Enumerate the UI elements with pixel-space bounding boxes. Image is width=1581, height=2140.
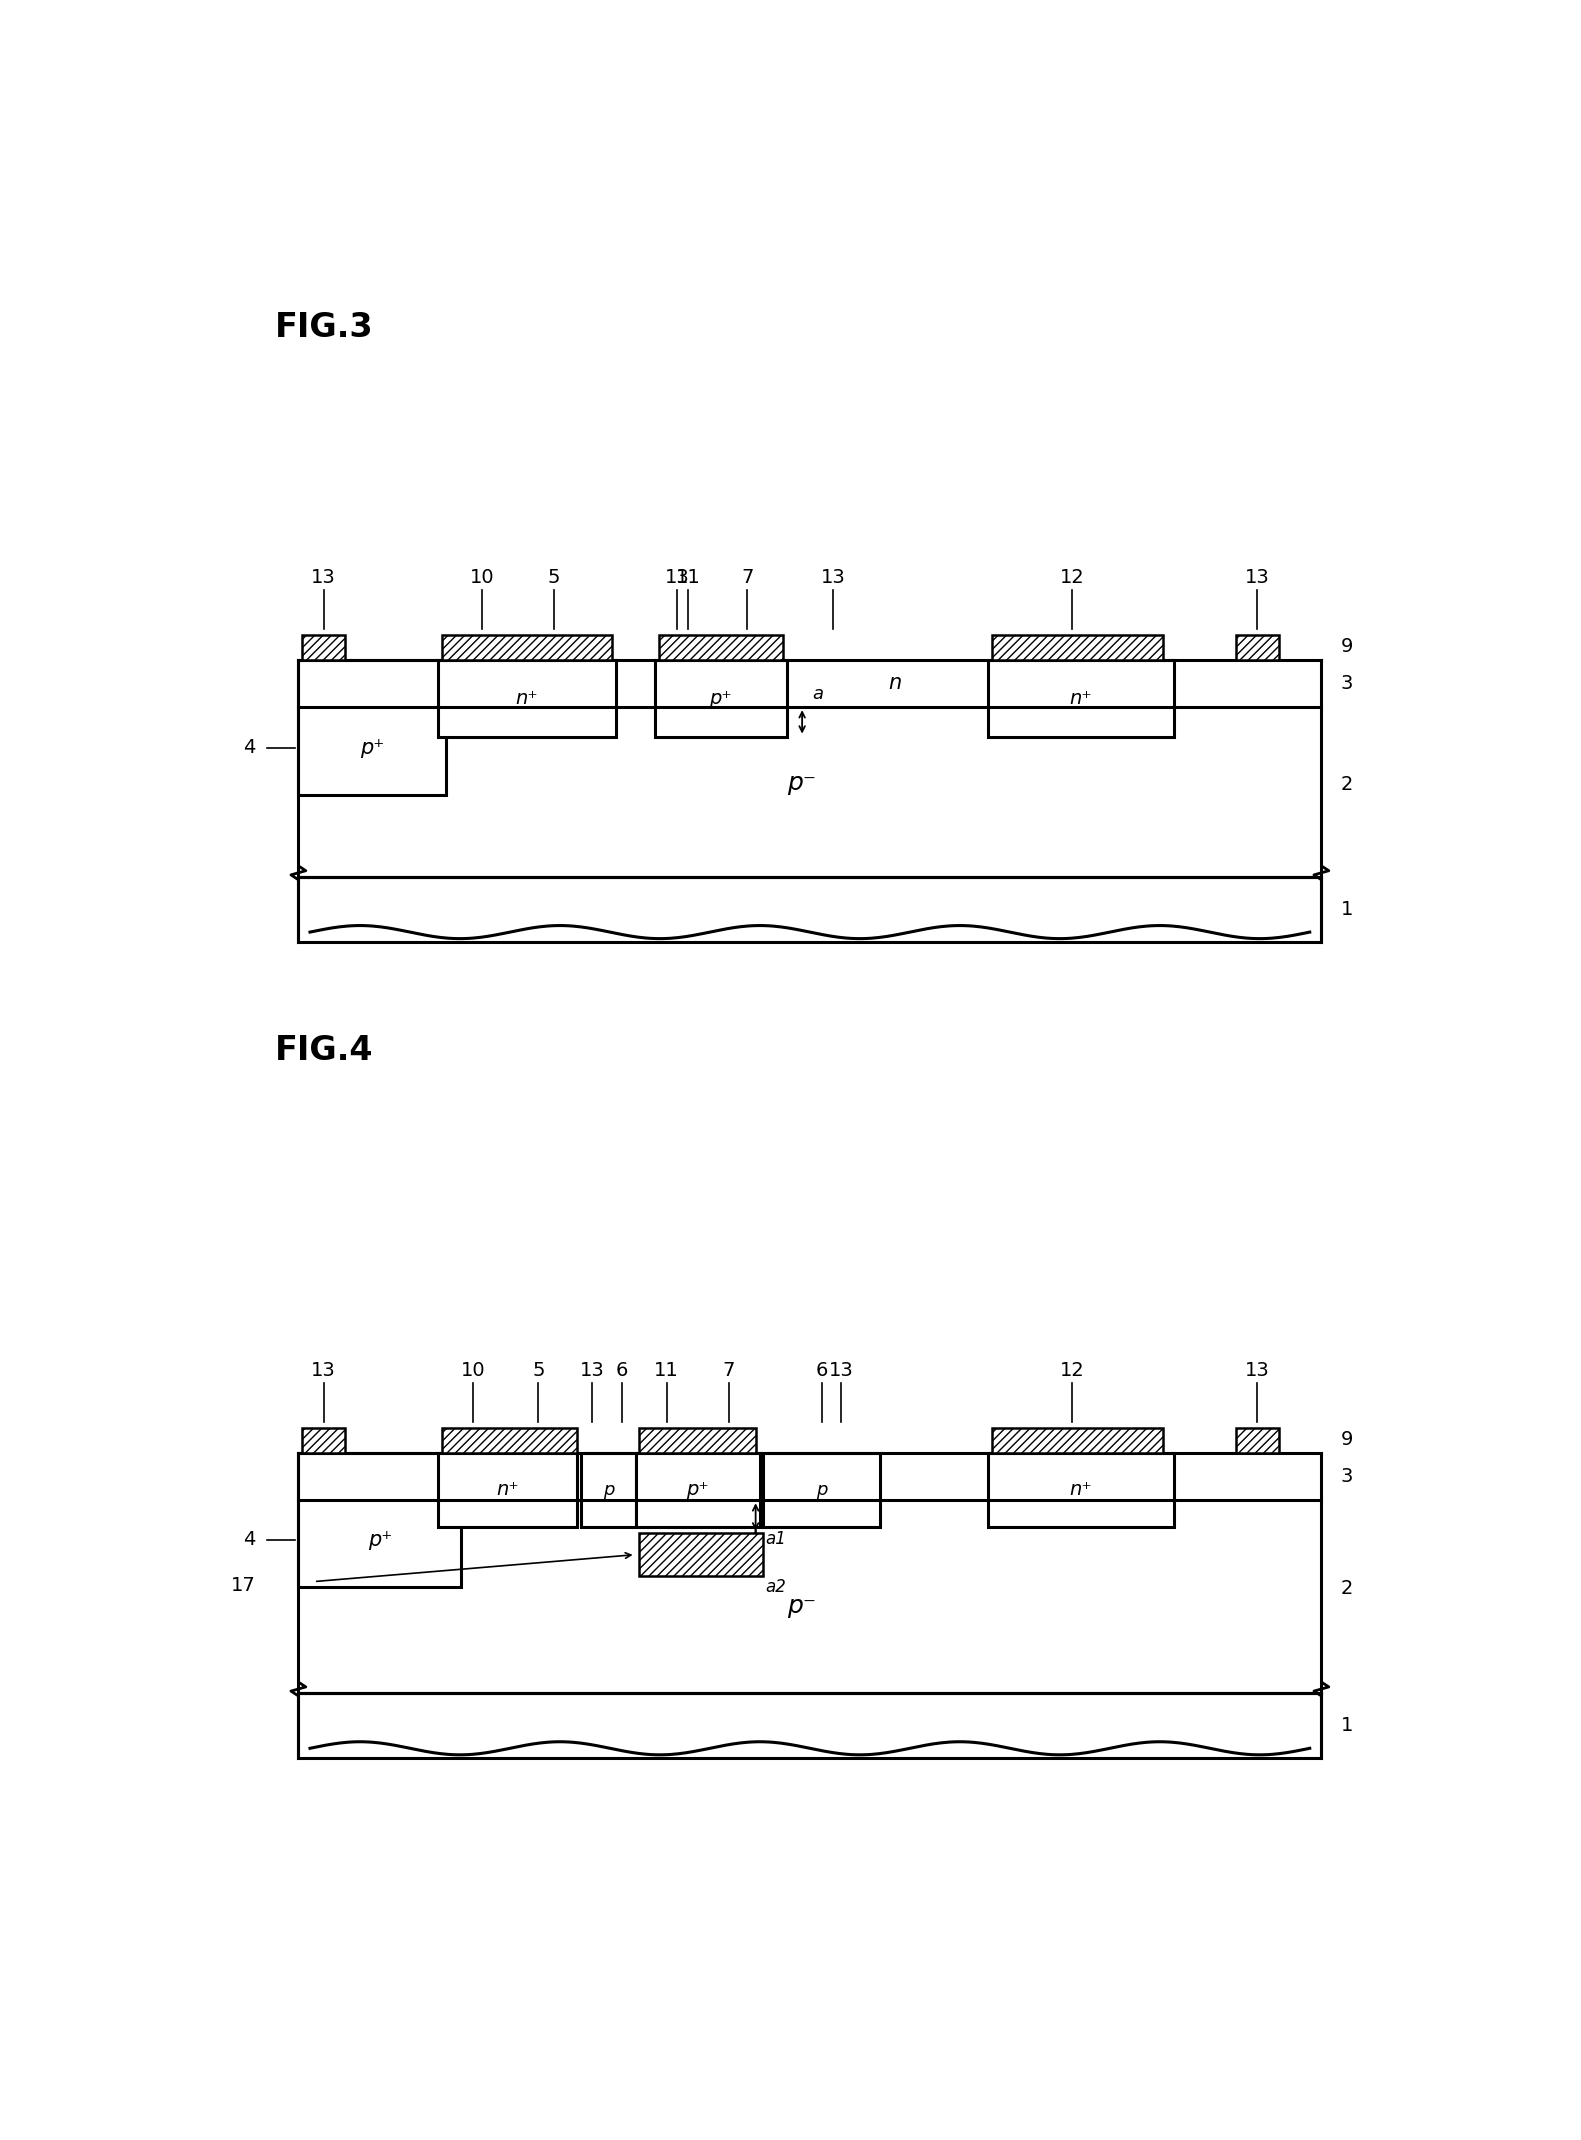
Text: 13: 13: [1246, 1361, 1270, 1380]
Bar: [582, 1453, 636, 1528]
Bar: [991, 1427, 1162, 1453]
Text: 5: 5: [547, 567, 560, 586]
Text: 13: 13: [828, 1361, 854, 1380]
Bar: [1236, 636, 1279, 659]
Text: n⁺: n⁺: [1070, 689, 1092, 708]
Text: p⁺: p⁺: [360, 738, 384, 758]
Text: n⁺: n⁺: [496, 1481, 519, 1500]
Text: a: a: [813, 685, 824, 704]
Bar: [299, 1453, 462, 1588]
Bar: [441, 1427, 577, 1453]
Bar: [639, 1534, 764, 1575]
Text: a1: a1: [765, 1530, 786, 1547]
Text: 13: 13: [580, 1361, 604, 1380]
Text: 13: 13: [821, 567, 846, 586]
Text: n: n: [889, 674, 901, 693]
Text: 6: 6: [615, 1361, 628, 1380]
Bar: [302, 636, 345, 659]
Text: 13: 13: [666, 567, 689, 586]
Bar: [639, 1427, 756, 1453]
Bar: [438, 1453, 577, 1528]
Bar: [1236, 1427, 1279, 1453]
Text: 5: 5: [533, 1361, 544, 1380]
Text: 12: 12: [1059, 567, 1085, 586]
Bar: [991, 636, 1162, 659]
Text: n⁺: n⁺: [515, 689, 538, 708]
Text: 1: 1: [1341, 901, 1353, 918]
Text: 11: 11: [655, 1361, 678, 1380]
Text: p⁺: p⁺: [368, 1530, 392, 1549]
Text: p⁺: p⁺: [692, 1547, 710, 1562]
Text: 3: 3: [1341, 1468, 1353, 1485]
Text: 10: 10: [470, 567, 495, 586]
Text: 12: 12: [1059, 1361, 1085, 1380]
Text: 11: 11: [675, 567, 700, 586]
Bar: [636, 1453, 759, 1528]
Bar: [655, 659, 787, 736]
Text: n⁺: n⁺: [1070, 1481, 1092, 1500]
Text: a2: a2: [765, 1577, 786, 1596]
Text: 6: 6: [816, 1361, 828, 1380]
Text: 10: 10: [460, 1361, 485, 1380]
Text: 9: 9: [1341, 1430, 1353, 1449]
Text: 7: 7: [741, 567, 753, 586]
Bar: [302, 1427, 345, 1453]
Bar: [659, 636, 783, 659]
Bar: [299, 877, 1322, 942]
Text: 4: 4: [243, 1530, 256, 1549]
Bar: [441, 636, 612, 659]
Text: FIG.4: FIG.4: [275, 1034, 373, 1068]
Text: p⁺: p⁺: [686, 1481, 708, 1500]
Text: 9: 9: [1341, 638, 1353, 655]
Bar: [438, 659, 617, 736]
Text: 1: 1: [1341, 1716, 1353, 1736]
Text: p: p: [816, 1481, 827, 1498]
Text: p⁻: p⁻: [787, 773, 817, 796]
Text: 2: 2: [1341, 775, 1353, 794]
Text: 13: 13: [311, 1361, 335, 1380]
Text: 13: 13: [311, 567, 335, 586]
Text: p⁺: p⁺: [710, 689, 732, 708]
Text: 4: 4: [243, 738, 256, 758]
Text: n: n: [1006, 1466, 1018, 1487]
Bar: [988, 659, 1175, 736]
Bar: [764, 1453, 879, 1528]
Text: 7: 7: [723, 1361, 735, 1380]
Bar: [299, 659, 446, 796]
Bar: [299, 1693, 1322, 1759]
Text: 2: 2: [1341, 1579, 1353, 1599]
Text: p⁻: p⁻: [787, 1594, 817, 1618]
Text: 13: 13: [1246, 567, 1270, 586]
Bar: [988, 1453, 1175, 1528]
Text: p: p: [602, 1481, 613, 1498]
Text: FIG.3: FIG.3: [275, 310, 373, 345]
Text: 3: 3: [1341, 674, 1353, 693]
Text: 17: 17: [231, 1575, 256, 1594]
